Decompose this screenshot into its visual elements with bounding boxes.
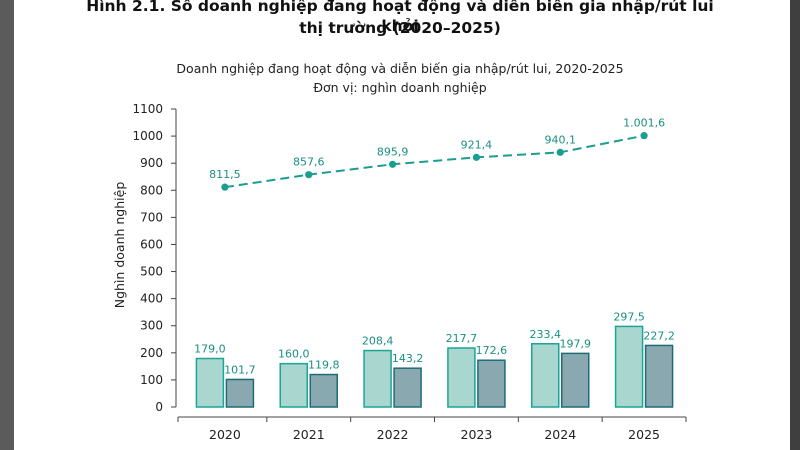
bar-series-2 bbox=[309, 373, 338, 408]
line-point bbox=[388, 160, 397, 168]
line-value-label: 1.001,6 bbox=[623, 117, 665, 130]
bar-series-1 bbox=[195, 357, 225, 408]
x-tick-label: 2024 bbox=[544, 427, 576, 442]
line-point bbox=[221, 183, 229, 191]
chart-title: Doanh nghiệp đang hoạt động và diễn biến… bbox=[176, 61, 624, 76]
bar-series-2 bbox=[644, 344, 674, 408]
figure-title-line-2: thị trường (2020–2025) bbox=[299, 19, 501, 37]
window-frame-right bbox=[790, 0, 800, 450]
chart-subtitle: Đơn vị: nghìn doanh nghiệp bbox=[313, 80, 487, 95]
bar-value-label: 197,9 bbox=[560, 337, 592, 350]
y-tick-label: 900 bbox=[140, 156, 163, 170]
bars: 179,0 160,0 208,4 217,7 233,4 297,5 101,7 119,8… bbox=[194, 310, 675, 408]
line-value-label: 857,6 bbox=[293, 156, 325, 169]
bar-series-1 bbox=[531, 343, 560, 408]
bar-value-label: 101,7 bbox=[224, 363, 256, 376]
y-tick-label: 1000 bbox=[132, 129, 163, 143]
bar-value-label: 179,0 bbox=[194, 343, 226, 356]
bar-series-2 bbox=[393, 367, 422, 408]
line-point bbox=[556, 148, 564, 156]
y-tick-label: 400 bbox=[140, 292, 163, 306]
y-tick-label: 1100 bbox=[132, 102, 163, 116]
bar-value-label: 119,8 bbox=[308, 359, 340, 372]
bar-value-label: 217,7 bbox=[446, 332, 478, 345]
bar-series-1 bbox=[447, 347, 476, 408]
bar-value-label: 143,2 bbox=[392, 352, 424, 365]
line-value-label: 811,5 bbox=[209, 168, 241, 181]
bar-value-label: 227,2 bbox=[643, 329, 675, 342]
bar-series-2 bbox=[477, 359, 506, 408]
x-tick-label: 2023 bbox=[461, 427, 493, 442]
y-tick-label: 200 bbox=[140, 346, 163, 360]
line-point bbox=[640, 132, 648, 140]
line-point bbox=[472, 153, 481, 161]
y-tick-label: 0 bbox=[155, 400, 163, 414]
window-frame-left bbox=[0, 0, 14, 450]
y-tick-label: 600 bbox=[140, 237, 163, 251]
y-tick-label: 500 bbox=[140, 265, 163, 279]
x-tick-label: 2025 bbox=[628, 427, 660, 442]
y-tick-label: 700 bbox=[140, 210, 163, 224]
x-tick-label: 2021 bbox=[293, 427, 325, 442]
bar-series-1 bbox=[614, 325, 644, 408]
y-axis: 0 100 200 300 400 500 600 700 800 900 1000 1100 bbox=[132, 102, 177, 414]
bar-value-label: 172,6 bbox=[476, 344, 508, 357]
y-tick-label: 800 bbox=[140, 183, 163, 197]
line-path bbox=[224, 134, 645, 189]
line-point bbox=[305, 171, 313, 179]
line-value-label: 940,1 bbox=[545, 133, 577, 146]
bar-series-1 bbox=[279, 362, 308, 408]
bar-series-2 bbox=[561, 352, 590, 408]
figure-title-line-1: Hình 2.1. Số doanh nghiệp đang hoạt động… bbox=[86, 0, 714, 35]
x-tick-label: 2022 bbox=[377, 427, 409, 442]
y-tick-label: 300 bbox=[140, 319, 163, 333]
x-tick-label: 2020 bbox=[209, 427, 241, 442]
bar-value-label: 297,5 bbox=[613, 310, 645, 323]
bar-series-1 bbox=[363, 349, 392, 408]
bar-series-2 bbox=[225, 378, 255, 408]
line-series: 811,5 857,6 895,9 921,4 940,1 1.001,6 bbox=[209, 117, 665, 191]
bar-value-label: 160,0 bbox=[278, 348, 310, 361]
y-tick-label: 100 bbox=[140, 373, 163, 387]
bar-value-label: 208,4 bbox=[362, 335, 394, 348]
x-axis: 2020 2021 2022 2023 2024 2025 bbox=[177, 416, 687, 442]
line-value-label: 895,9 bbox=[377, 145, 409, 158]
bar-value-label: 233,4 bbox=[530, 328, 562, 341]
y-axis-title: Nghìn doanh nghiệp bbox=[112, 182, 127, 309]
line-value-label: 921,4 bbox=[461, 138, 493, 151]
